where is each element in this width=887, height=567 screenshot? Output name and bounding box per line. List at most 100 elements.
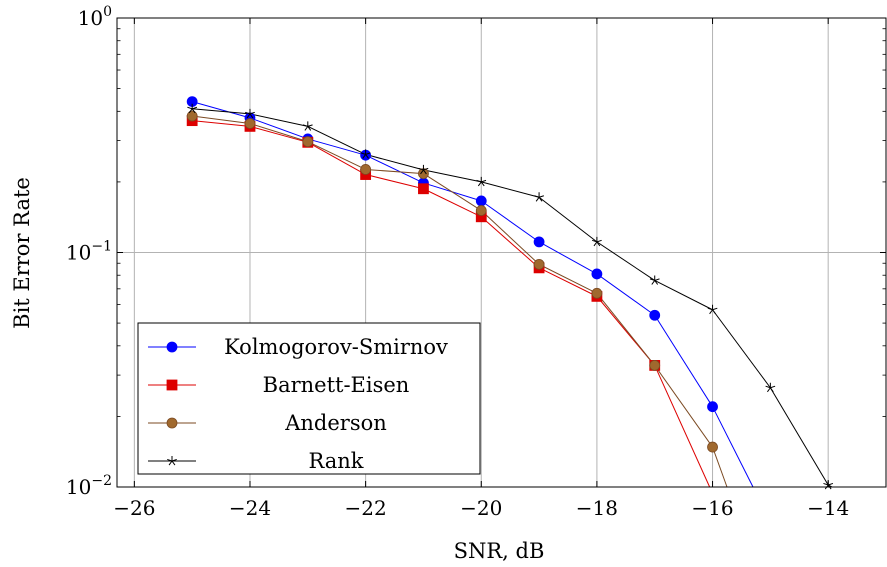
data-point: [166, 417, 178, 429]
series-line: [365, 153, 424, 171]
series-line: [480, 210, 540, 265]
x-tick-label: −20: [460, 496, 502, 520]
series-line: [538, 267, 598, 297]
series-line: [423, 188, 482, 218]
y-tick-label: 10−1: [66, 239, 112, 265]
series-line: [712, 309, 771, 389]
legend-entry-label: Rank: [308, 449, 363, 473]
series-line: [712, 446, 728, 488]
series-line: [192, 115, 251, 124]
series-line: [249, 125, 308, 143]
legend-entry-label: Kolmogorov-Smirnov: [224, 335, 448, 359]
minor-ticks: [117, 28, 886, 417]
series-line: [538, 196, 598, 243]
series-marker-group: [186, 110, 718, 453]
data-point: [707, 441, 718, 453]
series-line: [769, 387, 829, 486]
series-line: [654, 280, 713, 311]
series-line: [538, 263, 598, 294]
series-line: [365, 174, 424, 190]
major-ticks: [117, 17, 886, 488]
series-line: [596, 241, 655, 281]
y-tick-label: 100: [78, 4, 112, 30]
series-line: [654, 365, 713, 448]
series-line: [365, 154, 424, 184]
data-point: [533, 258, 545, 270]
series-line: [480, 200, 540, 243]
series-line: [423, 169, 482, 183]
series-line: [307, 141, 366, 175]
series-line: [192, 101, 251, 119]
data-point: [533, 236, 545, 248]
series-line: [538, 241, 598, 275]
y-tick-labels: 100 10−1 10−2: [66, 4, 112, 499]
series-line: [192, 108, 251, 115]
series-line: [365, 168, 424, 175]
series-line: [423, 173, 482, 211]
x-axis-label: SNR, dB: [454, 539, 545, 563]
data-point: [534, 192, 544, 202]
y-axis-label: Bit Error Rate: [10, 177, 34, 329]
data-point: [591, 236, 602, 247]
series-line: [712, 406, 754, 488]
data-point: [476, 176, 487, 187]
data-point: [167, 456, 177, 466]
data-point: [418, 164, 429, 175]
legend: Kolmogorov-Smirnov Barnett-Eisen Anderson R…: [137, 322, 481, 475]
x-tick-labels: −26 −24 −22 −20 −18 −16 −14: [113, 496, 849, 520]
data-point: [244, 118, 256, 129]
series-line: [596, 292, 656, 366]
x-tick-label: −24: [229, 496, 271, 520]
series-line: [307, 138, 366, 156]
data-point: [418, 183, 429, 195]
legend-marker: [166, 417, 178, 429]
data-point: [649, 360, 661, 371]
data-point: [187, 103, 198, 114]
series-lines: [192, 101, 833, 488]
series-line: [480, 216, 540, 269]
data-point: [765, 382, 776, 393]
series-line: [654, 314, 713, 407]
legend-marker: [166, 379, 178, 391]
data-point: [707, 401, 718, 413]
data-point: [166, 341, 178, 353]
data-point: [245, 108, 255, 119]
y-tick-label: 10−2: [66, 473, 112, 499]
x-tick-label: −16: [691, 496, 733, 520]
series-line: [249, 122, 308, 143]
series-line-group: [192, 108, 833, 488]
x-tick-label: −14: [807, 496, 849, 520]
data-point: [649, 275, 660, 285]
series-line: [192, 120, 251, 127]
data-point: [475, 195, 487, 207]
legend-marker: [166, 341, 178, 353]
series-line-group: [192, 115, 728, 488]
data-point: [649, 309, 661, 321]
legend-box: [137, 322, 481, 475]
data-point: [591, 287, 603, 299]
series-line: [596, 273, 656, 316]
x-tick-label: −26: [113, 496, 155, 520]
series-line: [481, 181, 540, 198]
data-point: [360, 164, 372, 175]
series-line: [249, 113, 308, 127]
series-line: [654, 365, 711, 488]
series-line-group: [192, 101, 754, 488]
data-point: [302, 136, 314, 148]
legend-entry-label: Anderson: [284, 411, 387, 435]
data-point: [591, 268, 603, 280]
series-line: [307, 125, 366, 155]
series-line: [307, 141, 366, 170]
data-point: [475, 205, 487, 216]
data-point: [302, 121, 313, 131]
series-line: [249, 117, 308, 140]
data-point: [186, 110, 198, 122]
legend-marker: [167, 456, 177, 466]
legend-entry-label: Barnett-Eisen: [263, 373, 410, 397]
data-point: [360, 149, 371, 159]
data-point: [707, 304, 718, 315]
x-tick-label: −22: [345, 496, 387, 520]
data-point: [166, 379, 178, 391]
x-tick-label: −18: [576, 496, 618, 520]
